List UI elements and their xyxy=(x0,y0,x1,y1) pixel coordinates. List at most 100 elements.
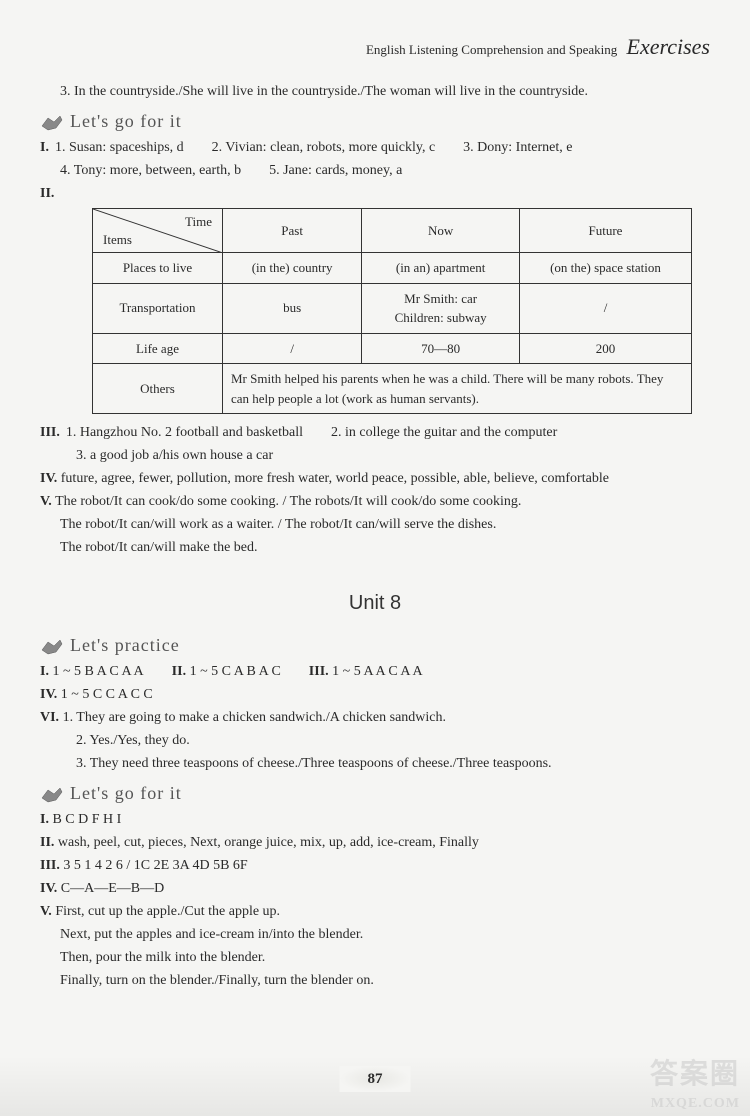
cell-line: Mr Smith: car xyxy=(370,289,511,309)
section-title: Let's go for it xyxy=(70,780,182,807)
exercise-V-row: The robot/It can/will work as a waiter. … xyxy=(40,514,710,535)
table-cell: 70—80 xyxy=(362,333,520,364)
item: First, cut up the apple./Cut the apple u… xyxy=(55,904,280,919)
label-roman: VI. xyxy=(40,710,59,725)
hand-icon xyxy=(40,784,64,804)
table-cell: (in the) country xyxy=(223,253,362,284)
exercise-III-row2: 3. a good job a/his own house a car xyxy=(40,445,710,466)
table-cell: bus xyxy=(223,283,362,333)
exercise-IV: IV. future, agree, fewer, pollution, mor… xyxy=(40,468,710,489)
table-cell: / xyxy=(223,333,362,364)
practice-row1: I. 1 ~ 5 B A C A A II. 1 ~ 5 C A B A C I… xyxy=(40,661,710,682)
item: The robot/It can cook/do some cooking. /… xyxy=(55,494,521,509)
label-roman: V. xyxy=(40,904,52,919)
table-cell: 200 xyxy=(520,333,692,364)
item: 2. in college the guitar and the compute… xyxy=(331,422,557,443)
item: 4. Tony: more, between, earth, b xyxy=(60,160,241,181)
diagonal-header-cell: Time Items xyxy=(93,209,223,253)
table-cell: / xyxy=(520,283,692,333)
table-cell: Transportation xyxy=(93,283,223,333)
watermark-text: 答案圈 xyxy=(650,1054,740,1096)
go-IV: IV. C—A—E—B—D xyxy=(40,878,710,899)
section-lets-practice: Let's practice xyxy=(40,632,710,659)
table-header: Now xyxy=(362,209,520,253)
go-III: III. 3 5 1 4 2 6 / 1C 2E 3A 4D 5B 6F xyxy=(40,855,710,876)
data-table: Time Items Past Now Future Places to liv… xyxy=(92,208,692,414)
item: 5. Jane: cards, money, a xyxy=(269,160,402,181)
answers: 1 ~ 5 A A C A A xyxy=(332,664,422,679)
practice-VI-3: 3. They need three teaspoons of cheese./… xyxy=(40,753,710,774)
table-header: Past xyxy=(223,209,362,253)
item: 2. Vivian: clean, robots, more quickly, … xyxy=(212,137,436,158)
answers: C—A—E—B—D xyxy=(61,881,164,896)
table-row: Others Mr Smith helped his parents when … xyxy=(93,364,692,414)
label-roman: I. xyxy=(40,140,49,155)
answers: wash, peel, cut, pieces, Next, orange ju… xyxy=(58,835,479,850)
exercise-V-row: The robot/It can/will make the bed. xyxy=(40,537,710,558)
table-row: Transportation bus Mr Smith: car Childre… xyxy=(93,283,692,333)
answers: 1 ~ 5 B A C A A xyxy=(52,664,143,679)
label-roman: I. xyxy=(40,812,49,827)
item: 1. Susan: spaceships, d xyxy=(55,137,184,158)
label-roman: IV. xyxy=(40,687,57,702)
go-V-b: Next, put the apples and ice-cream in/in… xyxy=(40,924,710,945)
item: 3. Dony: Internet, e xyxy=(463,137,572,158)
answers: 1 ~ 5 C C A C C xyxy=(61,687,153,702)
section-title: Let's go for it xyxy=(70,108,182,135)
label-roman: III. xyxy=(40,858,60,873)
exercise-I-row2: 4. Tony: more, between, earth, b 5. Jane… xyxy=(40,160,710,181)
answer-line: 3. In the countryside./She will live in … xyxy=(40,81,710,102)
section-lets-go-1: Let's go for it xyxy=(40,108,710,135)
answers: 3 5 1 4 2 6 / 1C 2E 3A 4D 5B 6F xyxy=(63,858,247,873)
unit-title: Unit 8 xyxy=(40,588,710,618)
practice-VI-1: VI. 1. They are going to make a chicken … xyxy=(40,707,710,728)
label-roman: II. xyxy=(172,664,186,679)
page-number: 87 xyxy=(340,1066,411,1093)
table-cell: Others xyxy=(93,364,223,414)
table-cell: (in an) apartment xyxy=(362,253,520,284)
header-title: Exercises xyxy=(627,34,710,59)
go-V-d: Finally, turn on the blender./Finally, t… xyxy=(40,970,710,991)
go-I: I. B C D F H I xyxy=(40,809,710,830)
table-row: Life age / 70—80 200 xyxy=(93,333,692,364)
label-roman: IV. xyxy=(40,471,57,486)
watermark-url: MXQE.COM xyxy=(651,1093,740,1114)
label-roman: I. xyxy=(40,664,49,679)
table-row: Time Items Past Now Future xyxy=(93,209,692,253)
go-V-c: Then, pour the milk into the blender. xyxy=(40,947,710,968)
go-II: II. wash, peel, cut, pieces, Next, orang… xyxy=(40,832,710,853)
section-title: Let's practice xyxy=(70,632,180,659)
cell-line: Children: subway xyxy=(370,308,511,328)
label-roman: III. xyxy=(309,664,329,679)
label-roman: IV. xyxy=(40,881,57,896)
exercise-I-row1: I. 1. Susan: spaceships, d 2. Vivian: cl… xyxy=(40,137,710,158)
answers: B C D F H I xyxy=(52,812,121,827)
table-cell: Mr Smith: car Children: subway xyxy=(362,283,520,333)
go-V-a: V. First, cut up the apple./Cut the appl… xyxy=(40,901,710,922)
label-roman: V. xyxy=(40,494,52,509)
practice-row2: IV. 1 ~ 5 C C A C C xyxy=(40,684,710,705)
label-roman: II. xyxy=(40,835,54,850)
exercise-II-label: II. xyxy=(40,183,710,204)
table-row: Places to live (in the) country (in an) … xyxy=(93,253,692,284)
table-cell: (on the) space station xyxy=(520,253,692,284)
section-lets-go-2: Let's go for it xyxy=(40,780,710,807)
item: 1. They are going to make a chicken sand… xyxy=(63,710,446,725)
table-cell-span: Mr Smith helped his parents when he was … xyxy=(223,364,692,414)
header-subtitle: English Listening Comprehension and Spea… xyxy=(366,42,617,57)
practice-VI-2: 2. Yes./Yes, they do. xyxy=(40,730,710,751)
table-header: Future xyxy=(520,209,692,253)
hand-icon xyxy=(40,636,64,656)
item: 1. Hangzhou No. 2 football and basketbal… xyxy=(66,422,303,443)
header-items: Items xyxy=(103,230,132,250)
table-cell: Life age xyxy=(93,333,223,364)
page-header: English Listening Comprehension and Spea… xyxy=(40,30,710,63)
exercise-III-row: III. 1. Hangzhou No. 2 football and bask… xyxy=(40,422,710,443)
table-cell: Places to live xyxy=(93,253,223,284)
answers: 1 ~ 5 C A B A C xyxy=(190,664,281,679)
label-roman: III. xyxy=(40,425,60,440)
exercise-V-row: V. The robot/It can cook/do some cooking… xyxy=(40,491,710,512)
hand-icon xyxy=(40,112,64,132)
label-roman: II. xyxy=(40,186,54,201)
item: future, agree, fewer, pollution, more fr… xyxy=(61,471,609,486)
